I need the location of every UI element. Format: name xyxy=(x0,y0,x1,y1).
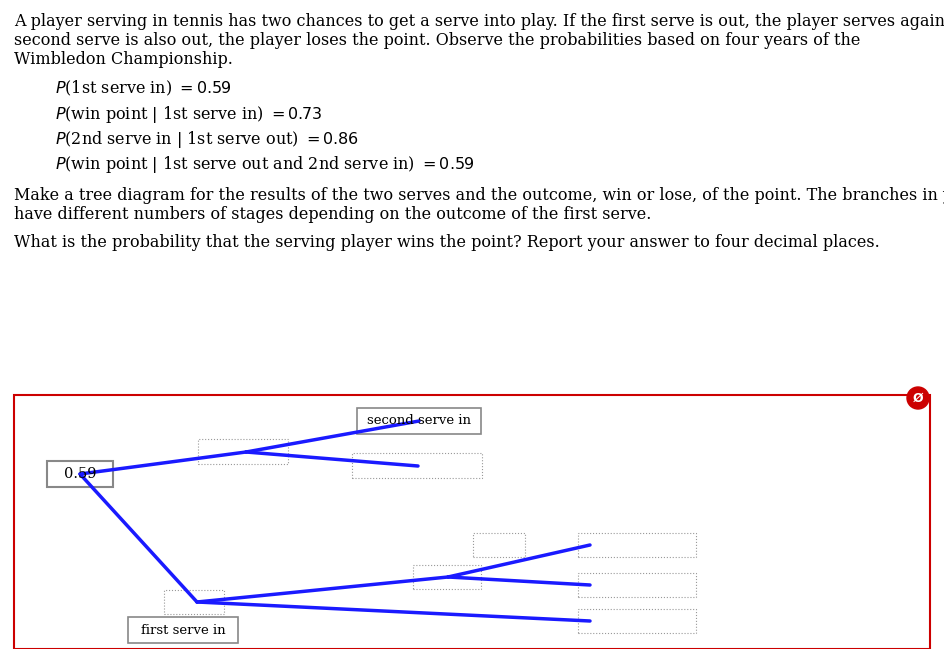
Text: Make a tree diagram for the results of the two serves and the outcome, win or lo: Make a tree diagram for the results of t… xyxy=(14,187,944,204)
Bar xyxy=(578,573,696,597)
Bar xyxy=(413,565,481,589)
Bar xyxy=(473,533,525,557)
Bar xyxy=(198,439,288,464)
Text: first serve in: first serve in xyxy=(141,624,226,637)
Bar xyxy=(357,408,481,434)
Text: $P$(2nd serve in $|$ 1st serve out) $= 0.86$: $P$(2nd serve in $|$ 1st serve out) $= 0… xyxy=(55,129,359,150)
Bar xyxy=(164,590,224,614)
Bar xyxy=(47,461,113,487)
Text: second serve in: second serve in xyxy=(367,415,471,428)
Text: $P$(win point $|$ 1st serve in) $= 0.73$: $P$(win point $|$ 1st serve in) $= 0.73$ xyxy=(55,104,323,125)
Text: Ø: Ø xyxy=(913,391,923,404)
Text: What is the probability that the serving player wins the point? Report your answ: What is the probability that the serving… xyxy=(14,234,880,251)
Bar xyxy=(14,395,930,649)
Text: Wimbledon Championship.: Wimbledon Championship. xyxy=(14,51,233,68)
Bar xyxy=(578,609,696,633)
Circle shape xyxy=(907,387,929,409)
Text: A player serving in tennis has two chances to get a serve into play. If the firs: A player serving in tennis has two chanc… xyxy=(14,13,944,30)
Text: $P$(1st serve in) $= 0.59$: $P$(1st serve in) $= 0.59$ xyxy=(55,79,231,98)
Text: second serve is also out, the player loses the point. Observe the probabilities : second serve is also out, the player los… xyxy=(14,32,860,49)
Text: $P$(win point $|$ 1st serve out and 2nd serve in) $= 0.59$: $P$(win point $|$ 1st serve out and 2nd … xyxy=(55,154,475,175)
Text: have different numbers of stages depending on the outcome of the first serve.: have different numbers of stages dependi… xyxy=(14,206,651,223)
Bar xyxy=(128,617,238,643)
Text: 0.59: 0.59 xyxy=(64,467,96,481)
Bar xyxy=(578,533,696,557)
Bar xyxy=(352,453,482,478)
